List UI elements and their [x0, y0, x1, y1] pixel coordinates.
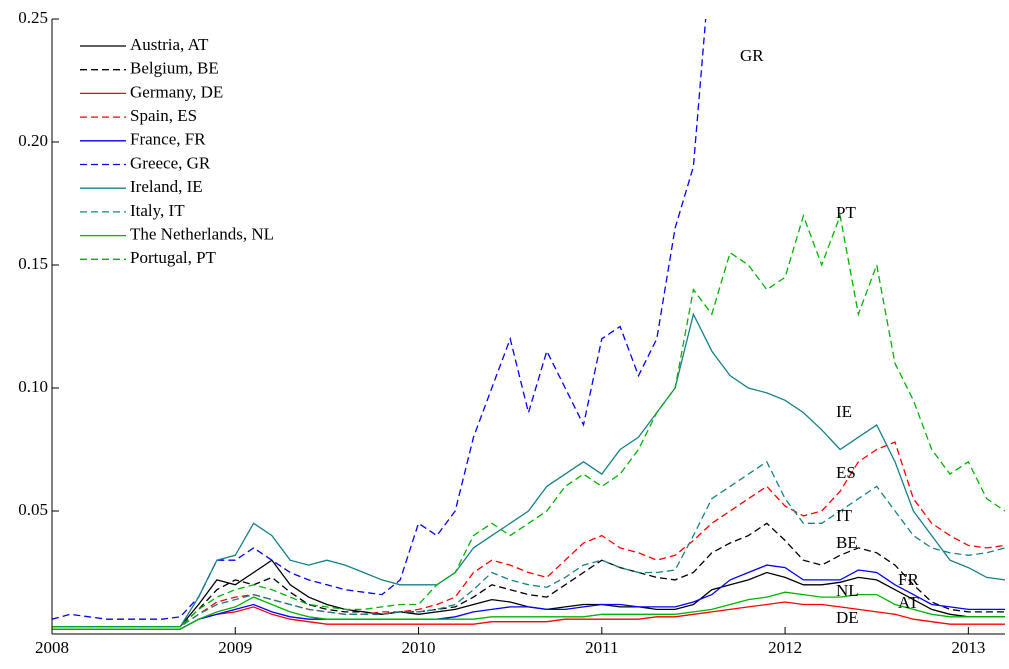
annotation: PT: [836, 203, 856, 222]
legend-label: Spain, ES: [130, 106, 197, 125]
series-line: [52, 522, 1005, 628]
legend-label: Ireland, IE: [130, 177, 203, 196]
series-line: [52, 19, 707, 620]
x-tick-label: 2010: [402, 638, 436, 657]
y-tick-label: 0.05: [18, 500, 48, 519]
annotation: AT: [898, 593, 919, 612]
series-line: [52, 601, 1005, 630]
series-line: [52, 441, 1005, 628]
x-tick-label: 2013: [951, 638, 985, 657]
series-line: [52, 213, 1005, 628]
legend-label: Germany, DE: [130, 82, 223, 101]
legend-label: Italy, IT: [130, 201, 185, 220]
x-tick-label: 2009: [218, 638, 252, 657]
legend-label: Portugal, PT: [130, 248, 217, 267]
y-tick-label: 0.25: [18, 8, 48, 27]
annotation: NL: [836, 581, 859, 600]
x-tick-label: 2011: [585, 638, 618, 657]
y-tick-label: 0.10: [18, 377, 48, 396]
series-line: [52, 460, 1005, 628]
y-tick-label: 0.20: [18, 131, 48, 150]
series-line: [52, 564, 1005, 630]
annotation: DE: [836, 608, 859, 627]
annotation: GR: [740, 46, 764, 65]
annotation: FR: [898, 570, 919, 589]
plot-area: [52, 19, 1005, 630]
series-line: [52, 312, 1005, 628]
x-tick-label: 2012: [768, 638, 802, 657]
annotation: ES: [836, 463, 856, 482]
legend-label: Belgium, BE: [130, 59, 219, 78]
legend-label: Austria, AT: [130, 35, 209, 54]
legend-label: France, FR: [130, 130, 206, 149]
legend-label: The Netherlands, NL: [130, 225, 274, 244]
annotation: BE: [836, 533, 858, 552]
series-line: [52, 591, 1005, 630]
legend-label: Greece, GR: [130, 153, 211, 172]
annotation: IT: [836, 506, 853, 525]
y-tick-label: 0.15: [18, 254, 48, 273]
annotation: IE: [836, 402, 852, 421]
x-tick-label: 2008: [35, 638, 69, 657]
